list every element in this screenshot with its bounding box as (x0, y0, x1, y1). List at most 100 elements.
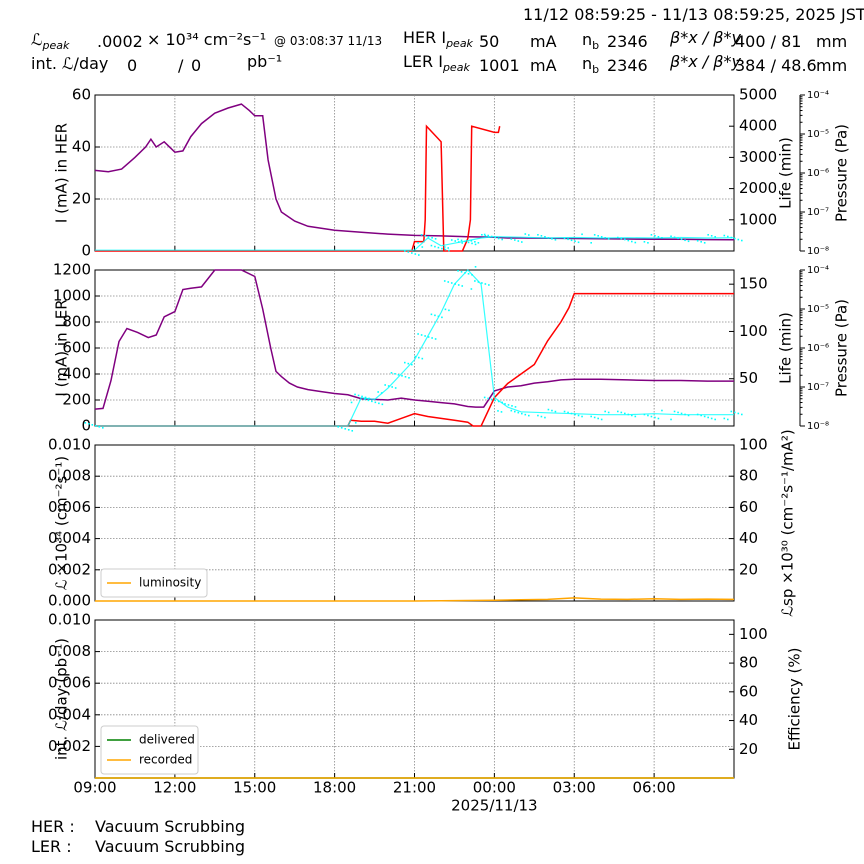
pressure-point (361, 395, 363, 398)
ler-peak-value: 1001 (479, 56, 520, 75)
pressure-point (680, 412, 683, 415)
pressure-point (430, 244, 433, 247)
pressure-point (420, 334, 423, 336)
pressure-point (430, 313, 433, 316)
pressure-point (741, 239, 743, 242)
int-lum-unit: pb⁻¹ (247, 52, 283, 71)
pressure-point (474, 243, 477, 246)
pressure-point (687, 240, 690, 243)
y2-tick-label: 2000 (739, 179, 777, 197)
ler-beta-unit: mm (816, 56, 848, 75)
pressure-tick-label: 10⁻⁶ (807, 168, 829, 179)
pressure-point (434, 338, 437, 340)
x-tick-label: 06:00 (633, 779, 676, 797)
pressure-point (497, 400, 500, 403)
pressure-point (730, 410, 733, 413)
pressure-line-1 (95, 269, 734, 427)
pressure-axis-label: Pressure (Pa) (833, 299, 851, 397)
y-tick-label: 200 (62, 391, 91, 409)
her-status-value: Vacuum Scrubbing (95, 817, 245, 836)
x-tick-label: 09:00 (73, 779, 116, 797)
pressure-point (624, 412, 626, 415)
pressure-point (411, 363, 413, 366)
pressure-point (387, 385, 390, 387)
pressure-point (734, 411, 736, 414)
y2-axis-label: Efficiency (%) (786, 648, 804, 751)
pressure-point (408, 377, 410, 379)
pressure-point (474, 266, 477, 268)
y-tick-label: 0.006 (48, 498, 91, 516)
y-tick-label: 0.000 (48, 592, 91, 610)
pressure-point (401, 375, 403, 377)
pressure-point (354, 422, 357, 424)
x-tick-label: 15:00 (233, 779, 276, 797)
y2-tick-label: 50 (739, 369, 758, 387)
pressure-point (457, 238, 459, 241)
pressure-point (481, 282, 483, 284)
y-tick-label: 0.006 (48, 674, 91, 692)
pressure-point (450, 282, 453, 284)
pressure-point (540, 235, 543, 237)
pressure-point (350, 401, 353, 404)
pressure-point (434, 314, 436, 317)
y2-tick-label: 20 (739, 560, 758, 578)
pressure-point (514, 406, 517, 408)
pressure-point (710, 235, 713, 237)
pressure-point (737, 238, 740, 241)
pressure-point (600, 418, 603, 421)
y-tick-label: 600 (62, 339, 91, 357)
pressure-point (354, 393, 356, 396)
pressure-point (98, 426, 101, 428)
pressure-point (627, 239, 630, 242)
pressure-point (657, 417, 660, 420)
pressure-point (357, 394, 360, 397)
pressure-point (670, 418, 672, 421)
pressure-point (421, 357, 424, 360)
pressure-point (507, 404, 510, 406)
y2-tick-label: 80 (739, 654, 758, 672)
pressure-point (714, 236, 716, 238)
pressure-point (511, 405, 513, 407)
pressure-point (414, 355, 417, 358)
pressure-point (88, 423, 90, 425)
pressure-point (700, 241, 702, 243)
pressure-point (680, 238, 683, 241)
pressure-point (727, 418, 729, 421)
pressure-point (581, 415, 583, 418)
pressure-point (727, 235, 729, 238)
y-tick-label: 800 (62, 313, 91, 331)
pressure-point (454, 240, 457, 242)
pressure-point (517, 411, 520, 414)
pressure-point (631, 414, 633, 417)
pressure-tick-label: 10⁻⁸ (807, 421, 829, 432)
current-line-0 (94, 103, 735, 241)
y-tick-label: 400 (62, 365, 91, 383)
lum-peak-time: @ 03:08:37 11/13 (274, 34, 383, 48)
pressure-point (577, 414, 580, 417)
pressure-point (537, 414, 539, 417)
pressure-point (547, 408, 550, 411)
pressure-point (696, 240, 699, 242)
pressure-point (347, 429, 350, 431)
y2-tick-label: 40 (739, 529, 758, 547)
pressure-point (404, 250, 406, 252)
pressure-point (654, 235, 656, 237)
pressure-point (577, 241, 580, 244)
pressure-point (390, 372, 393, 374)
pressure-point (570, 239, 573, 242)
pressure-tick-label: 10⁻⁵ (807, 304, 829, 315)
pressure-point (434, 238, 437, 240)
pressure-point (378, 402, 380, 405)
pressure-point (574, 413, 576, 416)
pressure-point (521, 241, 523, 243)
y-tick-label: 60 (72, 86, 91, 104)
pressure-point (427, 236, 430, 238)
y-tick-label: 1000 (53, 287, 91, 305)
pressure-point (524, 413, 527, 416)
pressure-axis-label: Pressure (Pa) (833, 124, 851, 222)
pressure-point (647, 242, 649, 244)
pressure-point (443, 246, 446, 248)
lum-peak-label: ℒpeak (31, 30, 70, 53)
pressure-point (417, 333, 419, 335)
x-tick-label: 03:00 (553, 779, 596, 797)
